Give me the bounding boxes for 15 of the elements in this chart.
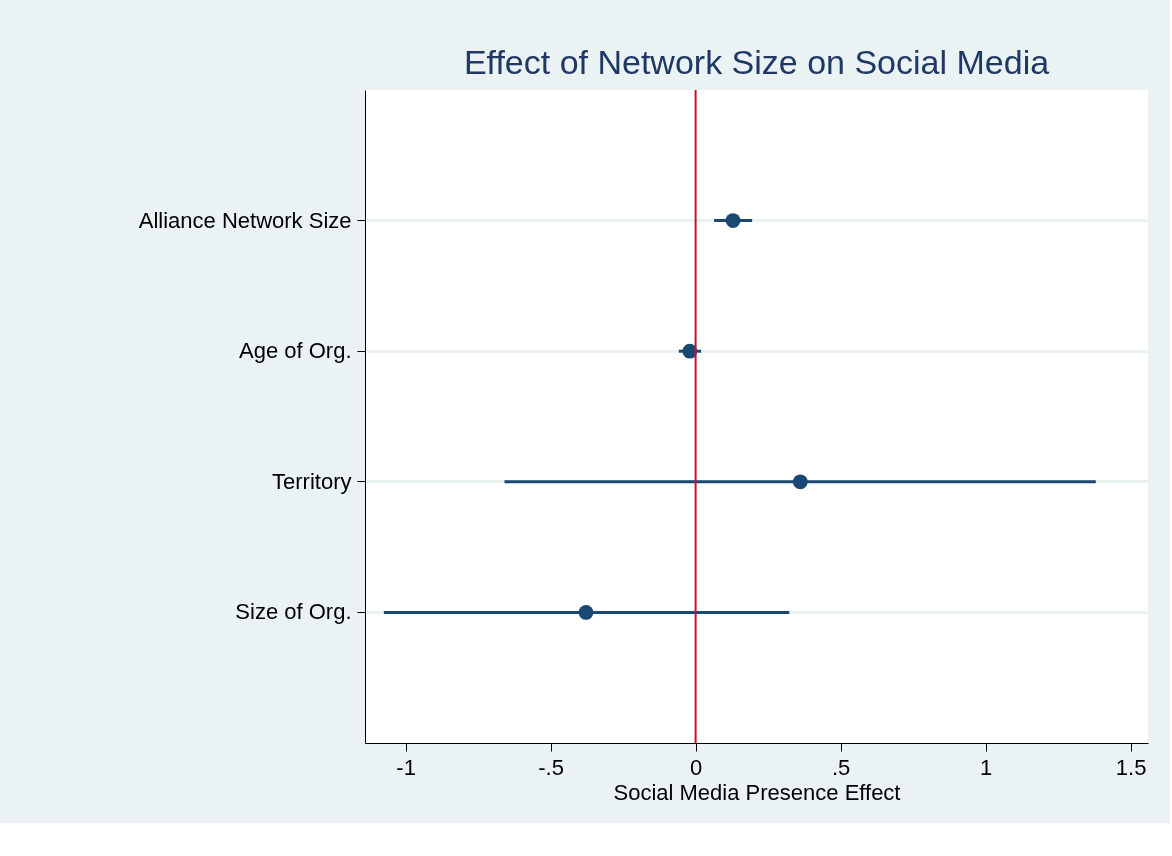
y-tick-label: Alliance Network Size	[138, 207, 352, 233]
x-tick-label: 1.5	[1115, 754, 1147, 780]
point	[792, 474, 808, 490]
y-tick-label: Size of Org.	[235, 599, 352, 625]
x-tick-label: 1	[979, 754, 993, 780]
x-tick-label: -1	[396, 754, 416, 780]
x-tick-label: .5	[831, 754, 851, 780]
point	[578, 605, 594, 620]
x-axis-title: Social Media Presence Effect	[613, 779, 901, 805]
x-tick-label: 0	[689, 754, 703, 780]
x-tick-label: -.5	[538, 754, 564, 780]
chart-title: Effect of Network Size on Social Media	[463, 43, 1050, 81]
point	[725, 213, 741, 228]
y-tick-label: Territory	[272, 468, 352, 494]
y-tick-label: Age of Org.	[238, 338, 352, 364]
